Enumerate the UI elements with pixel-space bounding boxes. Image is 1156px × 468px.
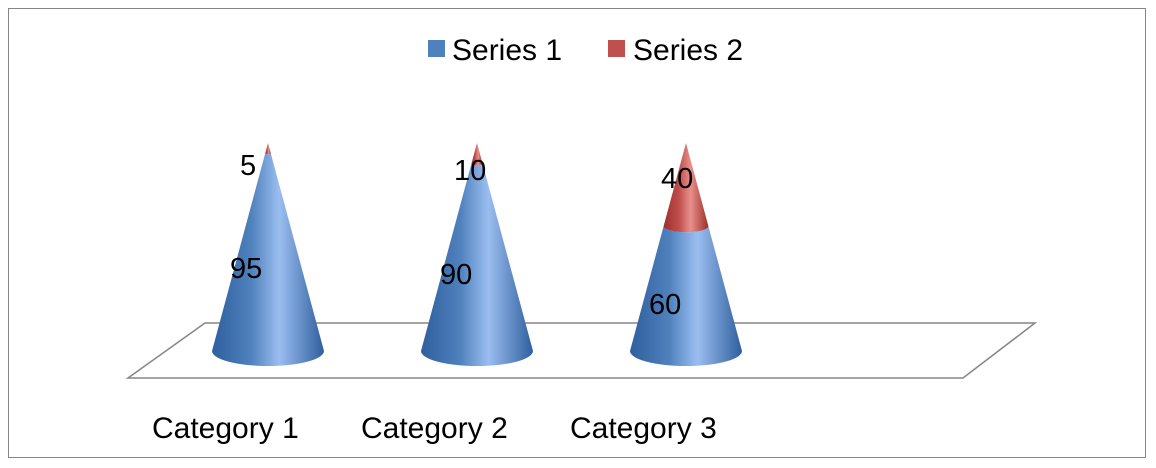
cone-3-series-1 [630,226,742,366]
legend-label-series-1: Series 1 [452,34,562,67]
data-label-cat1-series-1: 95 [230,253,262,285]
category-axis: Category 1 Category 2 Category 3 [152,412,717,445]
cone-2-series-1 [421,163,533,366]
data-label-cat3-series-2: 40 [661,163,693,195]
chart-floor [125,322,1038,379]
legend: Series 1 Series 2 [428,34,743,67]
cone-2-series-2 [471,143,483,166]
cone-3-series-2 [663,143,709,233]
data-label-cat2-series-1: 90 [440,259,472,291]
cone-1-series-2 [265,143,271,155]
data-label-cat1-series-2: 5 [240,150,256,182]
chart-area [8,8,1146,458]
data-label-cat3-series-1: 60 [649,289,681,321]
cone-series-group [212,143,742,366]
category-label-1: Category 1 [152,412,299,445]
category-label-3: Category 3 [570,412,717,445]
legend-swatch-series-2 [608,40,625,57]
data-label-cat2-series-2: 10 [454,155,486,187]
legend-swatch-series-1 [428,40,445,57]
category-label-2: Category 2 [361,412,508,445]
cone-1-series-1 [212,153,324,366]
legend-label-series-2: Series 2 [633,34,743,67]
data-label-group: 5 95 10 90 40 60 [230,150,693,321]
